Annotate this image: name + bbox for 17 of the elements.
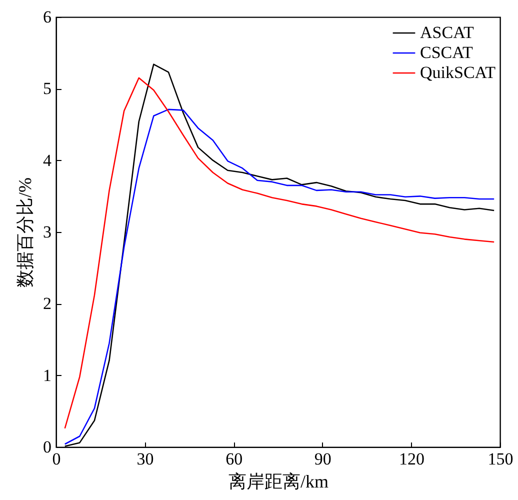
y-tick-label: 1 [43,366,52,385]
y-tick-label: 0 [43,438,52,456]
y-tick-label: 6 [43,8,52,26]
x-tick-label: 60 [226,450,243,468]
x-tick-label: 90 [314,450,332,468]
x-tick-label: 30 [136,450,154,468]
y-tick-label: 3 [43,222,52,242]
legend-label: ASCAT [420,23,474,42]
legend-label: CSCAT [420,43,474,62]
y-axis-title: 数据百分比/% [15,178,35,288]
x-axis-title: 离岸距离/km [228,472,329,492]
legend-label: QuikSCAT [420,63,496,82]
y-tick-label: 4 [43,150,52,170]
x-tick-label: 150 [488,450,514,468]
x-tick-label: 120 [398,450,424,468]
y-tick-label: 2 [43,294,52,314]
y-tick-label: 5 [43,79,52,98]
